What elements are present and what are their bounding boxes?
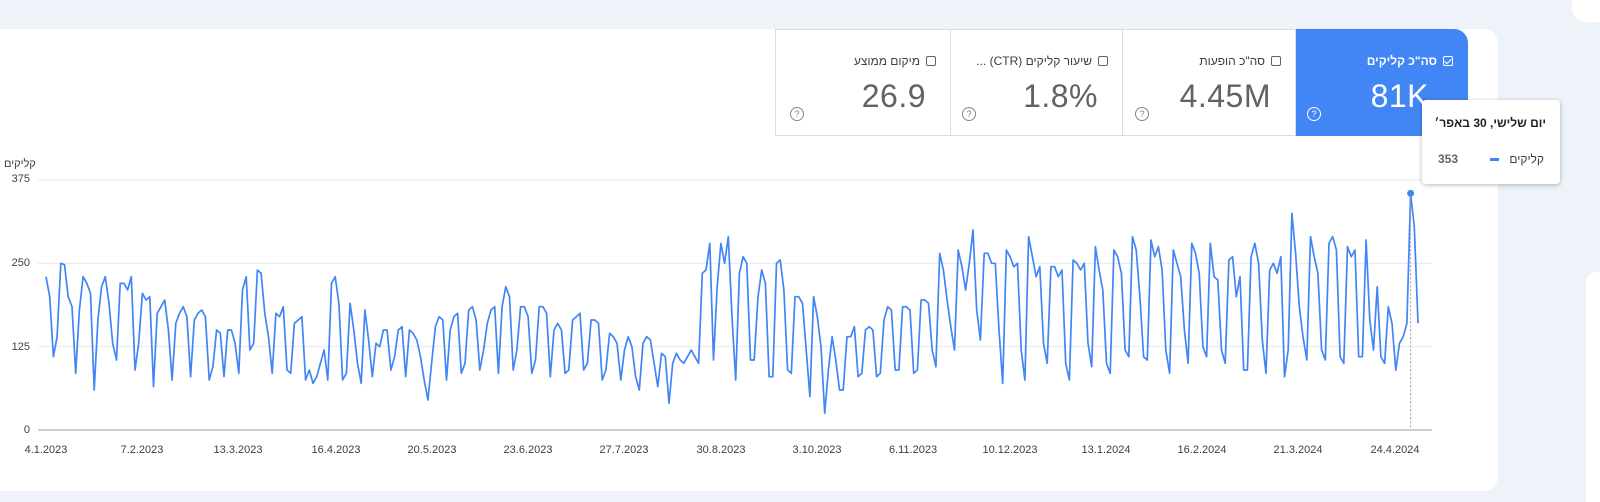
checkbox-icon-checked[interactable] <box>1443 56 1453 66</box>
y-tick-label: 250 <box>11 257 30 269</box>
x-tick-label: 13.1.2024 <box>1081 444 1131 456</box>
hover-point <box>1407 189 1415 197</box>
checkbox-icon[interactable] <box>1271 56 1281 66</box>
chart-tooltip: יום שלישי, 30 באפר׳ קליקים 353 <box>1422 100 1560 184</box>
help-icon[interactable]: ? <box>1307 107 1321 121</box>
checkbox-icon[interactable] <box>1098 56 1108 66</box>
y-axis-label: קליקים <box>4 158 36 170</box>
metric-value: 26.9 <box>861 78 926 114</box>
series-line-clicks <box>45 192 1419 415</box>
metric-label: סה"כ קליקים <box>1366 54 1437 68</box>
metric-average-position[interactable]: מיקום ממוצע 26.9 ? <box>775 29 951 136</box>
x-tick-label: 16.2.2024 <box>1177 444 1227 456</box>
x-tick-label: 13.3.2023 <box>213 444 263 456</box>
tooltip-date: יום שלישי, 30 באפר׳ <box>1434 116 1547 130</box>
metric-label: שיעור קליקים (CTR) ... <box>976 54 1092 68</box>
series-swatch-icon <box>1490 157 1500 161</box>
y-tick-label: 125 <box>11 341 30 353</box>
y-tick-label: 375 <box>11 173 30 185</box>
metric-value: 81K <box>1370 78 1429 114</box>
x-tick-label: 23.6.2023 <box>503 444 553 456</box>
help-icon[interactable]: ? <box>790 107 804 121</box>
tooltip-series-label: קליקים <box>1509 152 1544 166</box>
metric-label: מיקום ממוצע <box>853 54 920 68</box>
x-tick-label: 24.4.2024 <box>1370 444 1420 456</box>
x-tick-label: 20.5.2023 <box>407 444 457 456</box>
x-tick-label: 7.2.2023 <box>120 444 164 456</box>
x-tick-label: 30.8.2023 <box>696 444 746 456</box>
side-panel-edge-lower <box>1586 272 1600 502</box>
x-tick-label: 3.10.2023 <box>792 444 842 456</box>
x-tick-label: 6.11.2023 <box>888 444 938 456</box>
y-tick-label: 0 <box>23 424 30 436</box>
x-tick-label: 16.4.2023 <box>311 444 361 456</box>
checkbox-icon[interactable] <box>926 56 936 66</box>
x-tick-label: 21.3.2024 <box>1273 444 1323 456</box>
x-tick-label: 10.12.2023 <box>982 444 1038 456</box>
help-icon[interactable]: ? <box>1135 107 1149 121</box>
tooltip-value: 353 <box>1438 152 1459 166</box>
metric-value: 1.8% <box>1023 78 1098 114</box>
metric-value: 4.45M <box>1179 78 1271 114</box>
side-panel-edge <box>1572 0 1600 22</box>
x-tick-label: 4.1.2023 <box>24 444 68 456</box>
help-icon[interactable]: ? <box>962 107 976 121</box>
x-tick-label: 27.7.2023 <box>599 444 649 456</box>
metric-ctr[interactable]: שיעור קליקים (CTR) ... 1.8% ? <box>947 29 1123 136</box>
metric-label: סה"כ הופעות <box>1199 54 1265 68</box>
